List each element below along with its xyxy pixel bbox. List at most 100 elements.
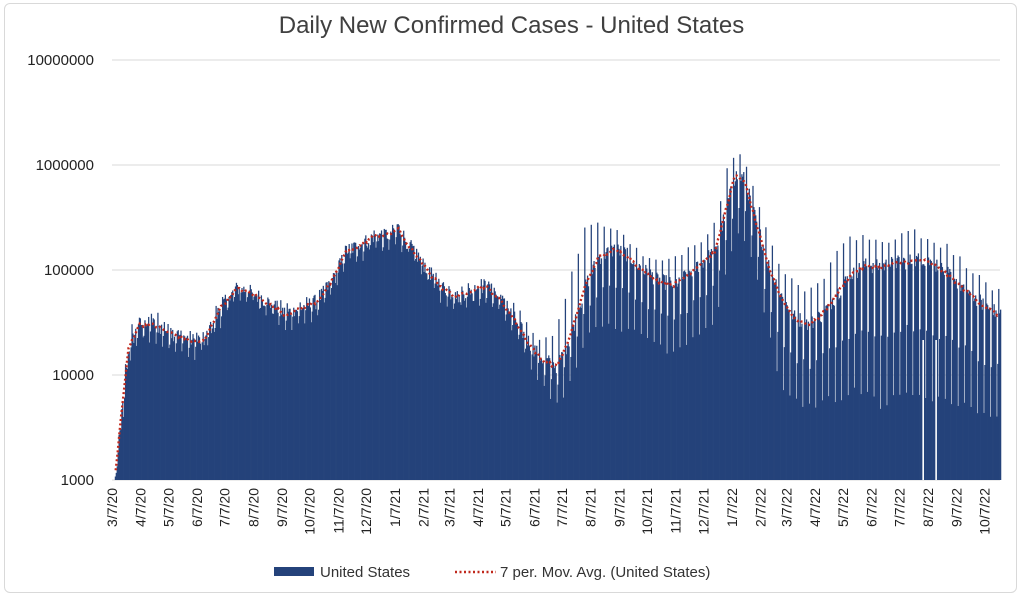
bar (619, 255, 621, 480)
bar (607, 247, 609, 480)
bar (567, 343, 569, 480)
bar (502, 298, 505, 480)
bar (238, 287, 240, 480)
bar (233, 301, 235, 480)
bar (553, 368, 555, 480)
bar (906, 324, 908, 480)
bar (835, 347, 837, 480)
bar (476, 288, 479, 480)
bar (685, 344, 688, 480)
bar (199, 343, 202, 480)
bar (812, 327, 814, 480)
bar (914, 266, 917, 480)
bar (883, 270, 885, 480)
bar (497, 296, 499, 480)
bar (704, 260, 706, 480)
bar (756, 279, 759, 480)
bar (482, 285, 484, 480)
legend-line-label: 7 per. Mov. Avg. (United States) (500, 564, 710, 581)
bar (444, 292, 446, 480)
bar (914, 229, 916, 480)
bar (700, 242, 702, 480)
bar (598, 257, 600, 480)
bar (625, 261, 628, 480)
bar (582, 347, 584, 480)
bar (188, 347, 190, 480)
bar (561, 352, 563, 480)
bar (433, 288, 435, 480)
bar (513, 311, 516, 480)
bar (555, 373, 557, 480)
bar (675, 279, 677, 480)
bar (331, 288, 333, 480)
x-tick-label: 11/7/20 (330, 488, 346, 534)
bar (179, 334, 181, 480)
bar (217, 307, 219, 480)
bar (197, 341, 199, 480)
bar (621, 331, 623, 480)
bar (616, 230, 618, 480)
bar (250, 289, 252, 480)
y-tick-label: 1000 (61, 472, 94, 489)
bar (695, 262, 698, 480)
bar (590, 224, 592, 480)
x-tick-label: 4/7/21 (470, 488, 486, 527)
bar (410, 240, 412, 480)
bar (458, 295, 460, 480)
bar (672, 351, 675, 480)
bar (390, 231, 392, 480)
bar (372, 242, 374, 480)
bar (805, 324, 807, 480)
bar (404, 237, 406, 480)
bar (473, 300, 475, 480)
bar (658, 285, 660, 480)
bar (877, 268, 879, 480)
x-tick-label: 1/7/22 (724, 488, 740, 527)
bar (647, 309, 650, 480)
bar (910, 264, 912, 480)
bar (881, 242, 883, 480)
bar (644, 274, 646, 480)
bar (416, 261, 419, 480)
bar (915, 255, 918, 480)
bar (441, 283, 444, 480)
bar (126, 368, 129, 480)
bar (468, 287, 470, 480)
bar (141, 324, 143, 480)
bar (348, 244, 350, 480)
bar (168, 348, 170, 480)
bar (358, 249, 360, 480)
bar (305, 310, 307, 480)
bar (149, 331, 152, 480)
bar (642, 256, 644, 480)
bar (807, 321, 810, 480)
bar (641, 302, 643, 480)
bar (223, 298, 226, 480)
chart-frame (4, 3, 1017, 593)
bar (186, 335, 189, 480)
x-tick-label: 10/7/20 (302, 488, 318, 535)
bar (136, 345, 138, 480)
bar (624, 249, 627, 480)
bar (711, 324, 713, 480)
bar (861, 330, 863, 480)
bar (776, 371, 778, 480)
bar (635, 247, 638, 480)
bar (804, 291, 806, 480)
bar (298, 316, 300, 480)
bar (367, 247, 369, 480)
bar (220, 328, 222, 480)
bar (119, 430, 121, 480)
bar (153, 319, 155, 480)
bar (263, 305, 265, 480)
bar (394, 244, 397, 480)
bar (948, 272, 950, 480)
bar (214, 327, 216, 480)
bar (901, 233, 903, 480)
bar (688, 270, 690, 480)
bar (212, 323, 214, 480)
x-axis: 3/7/20 4/7/20 5/7/20 6/7/20 7/7/20 8/7/20 9/7/… (104, 488, 992, 535)
bar (376, 241, 378, 480)
bar (797, 285, 799, 480)
bar (148, 316, 150, 480)
